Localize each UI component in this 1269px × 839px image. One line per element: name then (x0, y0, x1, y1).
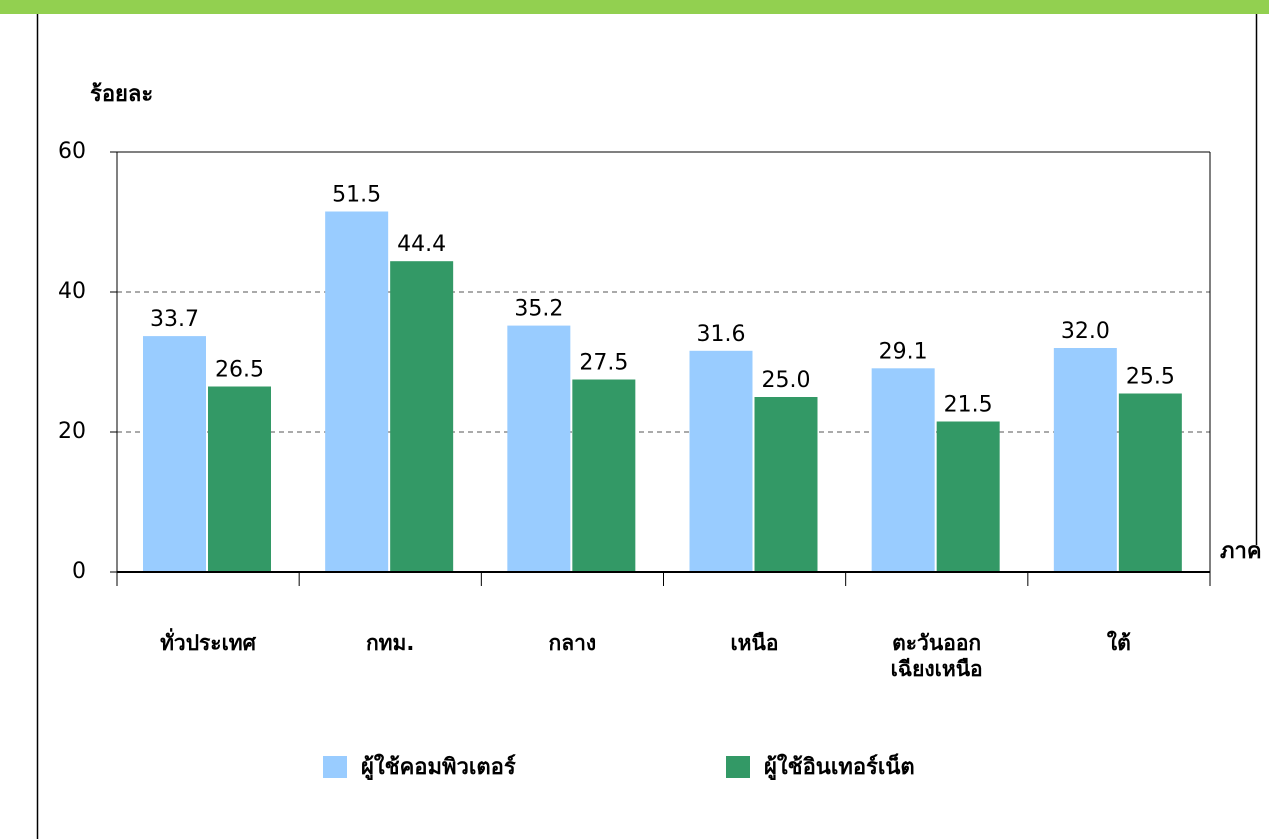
legend-swatch (323, 756, 347, 778)
bar (325, 211, 389, 572)
x-tick-label: ตะวันออก เฉียงเหนือ (890, 631, 983, 681)
x-tick-label: กทม. (365, 631, 415, 655)
value-label: 27.5 (579, 351, 628, 376)
legend-swatch (726, 756, 750, 778)
x-tick-label: ใต้ (1106, 631, 1131, 655)
x-tick-label: เหนือ (730, 631, 779, 655)
x-tick-label: ทั่วประเทศ (160, 631, 256, 655)
bar (572, 379, 636, 572)
value-label: 33.7 (150, 307, 199, 332)
value-label: 21.5 (944, 393, 993, 418)
value-label: 35.2 (514, 297, 563, 322)
y-tick-label: 0 (72, 559, 86, 584)
bar (689, 350, 753, 572)
value-label: 51.5 (332, 183, 381, 208)
x-tick-label: กลาง (548, 631, 597, 655)
bar (754, 397, 818, 572)
legend-label: ผู้ใช้คอมพิวเตอร์ (361, 753, 516, 781)
bar (208, 386, 271, 572)
bar (1118, 393, 1182, 572)
bar (871, 368, 935, 572)
y-tick-label: 20 (58, 419, 86, 444)
value-label: 31.6 (697, 322, 746, 347)
value-label: 32.0 (1061, 319, 1110, 344)
bar (936, 421, 1000, 572)
x-axis-label: ภาค (1220, 539, 1262, 564)
legend-label: ผู้ใช้อินเทอร์เน็ต (764, 752, 915, 781)
value-label: 44.4 (397, 232, 446, 257)
bar (507, 325, 571, 572)
bar (390, 261, 454, 572)
bar (143, 336, 206, 572)
value-label: 25.5 (1126, 365, 1175, 390)
y-axis-label: ร้อยละ (90, 82, 153, 107)
header-band (0, 0, 1269, 14)
value-label: 29.1 (879, 339, 928, 364)
value-label: 26.5 (215, 358, 264, 383)
y-tick-label: 60 (58, 139, 86, 164)
bar (1053, 348, 1117, 572)
y-tick-label: 40 (58, 279, 86, 304)
value-label: 25.0 (762, 368, 811, 393)
